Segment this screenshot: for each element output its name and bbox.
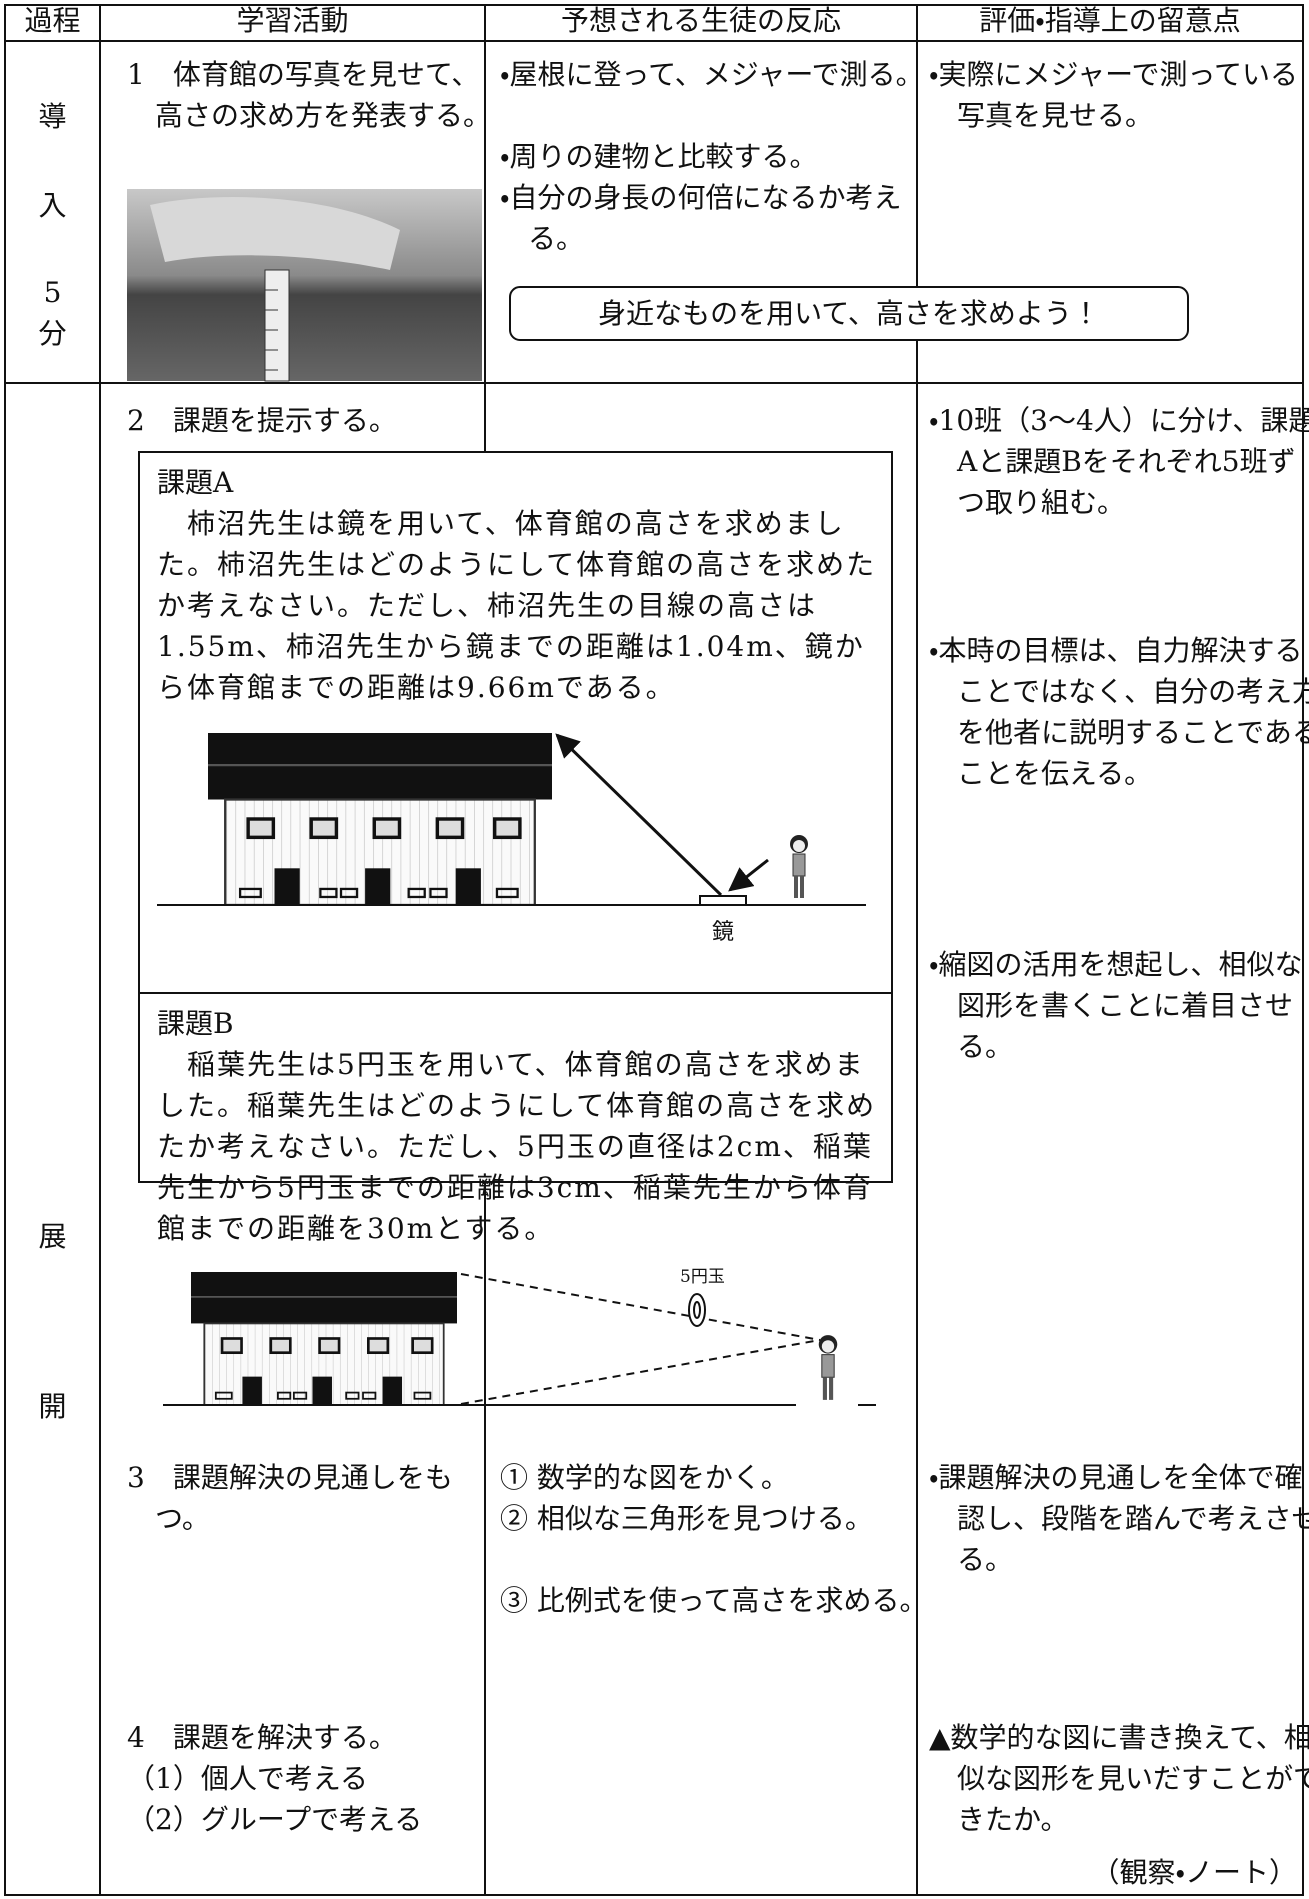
goal-box xyxy=(509,286,1189,341)
goal-text: 身近なものを用いて、高さを求めよう！ xyxy=(598,297,1100,330)
reaction: ③ 比例式を使って高さを求める。 xyxy=(500,1584,928,1617)
task-b-figure xyxy=(163,1272,876,1406)
figure-label: 鏡 xyxy=(712,920,735,945)
note: ・縮図の活用を想起し、相似な図形を書くことに着目させる。 xyxy=(929,948,1303,1063)
activity: 4 課題を解決する。 xyxy=(127,1721,397,1754)
activity: （1）個人で考える xyxy=(127,1762,368,1795)
header-cell: 予想される生徒の反応 xyxy=(560,4,841,37)
activity: （2）グループで考える xyxy=(127,1803,423,1836)
note-method: （観察・ノート） xyxy=(1091,1856,1297,1889)
task-text: 柿沼先生は鏡を用いて、体育館の高さを求めました。柿沼先生はどのようにして体育館の… xyxy=(157,507,877,704)
reaction: ・周りの建物と比較する。 xyxy=(500,140,818,173)
activity: 1 体育館の写真を見せて、高さの求め方を発表する。 xyxy=(127,58,492,132)
stage-char: 開 xyxy=(38,1390,67,1423)
note: ・実際にメジャーで測っている写真を見せる。 xyxy=(929,58,1299,132)
task-a-box xyxy=(138,451,893,1002)
task-title: 課題A xyxy=(157,466,234,499)
photo xyxy=(127,189,482,382)
task-title: 課題B xyxy=(157,1007,234,1040)
reaction: ② 相似な三角形を見つける。 xyxy=(500,1502,873,1535)
reaction: ・屋根に登って、メジャーで測る。 xyxy=(500,58,924,91)
note: ・課題解決の見通しを全体で確認し、段階を踏んで考えさせる。 xyxy=(929,1461,1309,1576)
task-b-box xyxy=(138,992,893,1183)
note: ・10班（3〜4人）に分け、課題Aと課題Bをそれぞれ5班ずつ取り組む。 xyxy=(929,404,1309,519)
stage-char: 展 xyxy=(38,1220,67,1253)
activity: 3 課題解決の見通しをもつ。 xyxy=(127,1461,453,1535)
activity: 2 課題を提示する。 xyxy=(127,404,397,437)
task-text: 稲葉先生は5円玉を用いて、体育館の高さを求めました。稲葉先生はどのようにして体育… xyxy=(157,1048,877,1245)
reaction: ① 数学的な図をかく。 xyxy=(500,1461,789,1494)
note: ▲数学的な図に書き換えて、相似な図形を見いだすことができたか。 xyxy=(929,1721,1309,1836)
reaction: ・自分の身長の何倍になるか考える。 xyxy=(500,181,902,255)
stage-char: 導 xyxy=(38,100,67,133)
header-cell: 学習活動 xyxy=(236,4,349,37)
note: ・本時の目標は、自力解決することではなく、自分の考え方を他者に説明することである… xyxy=(929,634,1309,790)
header-cell: 評価・指導上の留意点 xyxy=(979,4,1241,37)
figure-label: 5円玉 xyxy=(680,1267,725,1287)
stage-char: 分 xyxy=(38,317,67,350)
stage-char: 入 xyxy=(38,189,67,222)
header-cell: 過程 xyxy=(24,4,81,37)
task-a-figure xyxy=(157,733,866,906)
stage-char: 5 xyxy=(43,276,62,309)
